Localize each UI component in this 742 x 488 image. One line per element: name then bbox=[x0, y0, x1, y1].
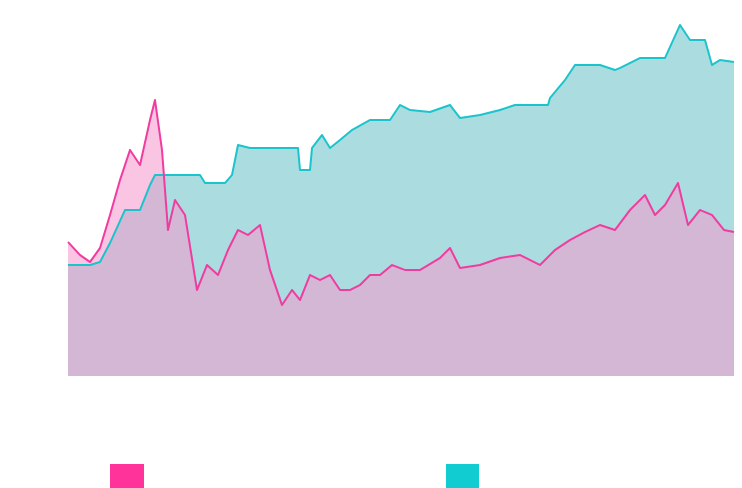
legend-swatch bbox=[110, 464, 144, 488]
area-line bbox=[68, 24, 735, 266]
legend-swatch bbox=[446, 464, 479, 488]
area-line bbox=[67, 99, 735, 306]
area-fill bbox=[68, 100, 734, 376]
